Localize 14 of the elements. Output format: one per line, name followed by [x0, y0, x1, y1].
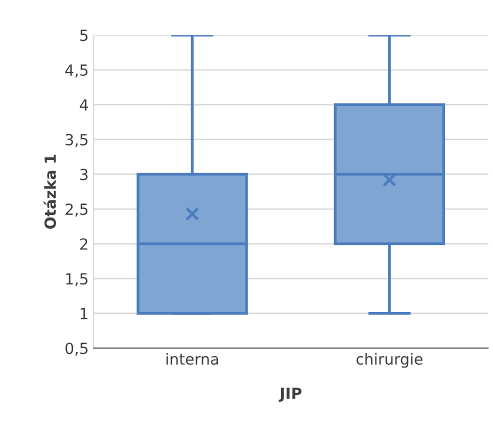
x-tick-label: interna	[166, 352, 218, 365]
y-tick-label: 0,5	[66, 342, 88, 356]
y-tick-label: 5	[80, 30, 88, 42]
y-tick-label: 4,5	[65, 64, 88, 78]
y-tick-label: 1,5	[66, 273, 88, 286]
y-tick-label: 1	[80, 308, 88, 320]
y-tick-label: 3	[80, 168, 88, 180]
y-tick-label: 4	[80, 99, 88, 110]
y-tick-label: 2	[80, 238, 88, 250]
x-tick-label: chirurgie	[356, 352, 422, 368]
y-tick-label: 2,5	[66, 203, 88, 217]
y-axis-title: Otázka 1	[44, 154, 56, 229]
x-axis-title: JIP	[278, 388, 302, 402]
y-tick-label: 3,5	[66, 134, 88, 148]
